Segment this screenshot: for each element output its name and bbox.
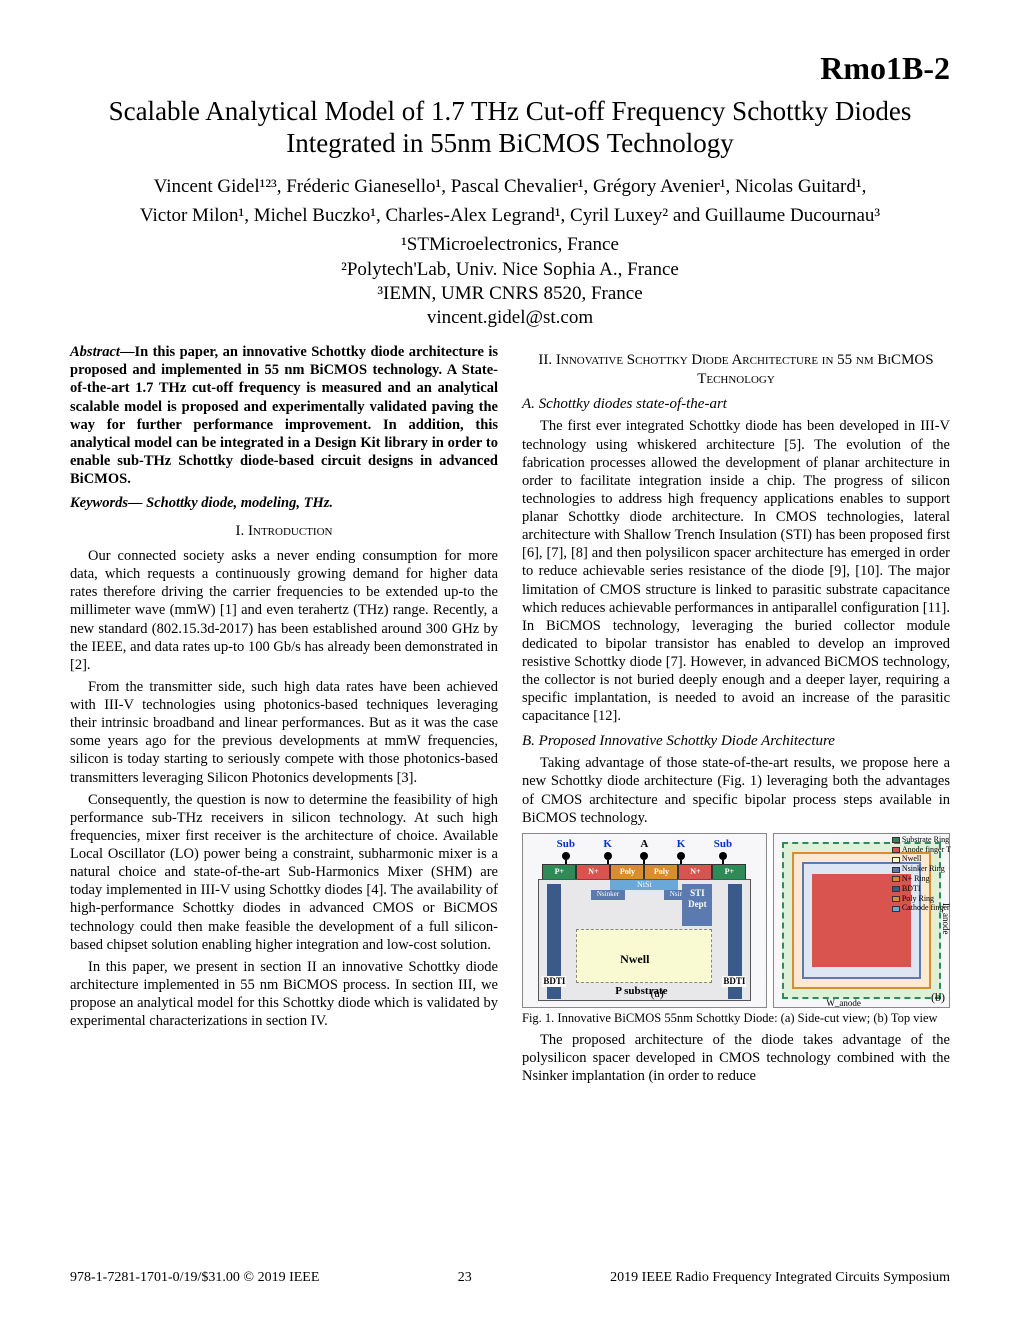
seg-poly-left: Poly [610, 864, 644, 880]
fig-b-legend-item: Substrate Ring [892, 836, 951, 845]
fig-a-top-layers: P+ N+ Poly Poly N+ P+ [542, 864, 746, 880]
abstract-text: —In this paper, an innovative Schottky d… [70, 344, 498, 487]
seg-p-left: P+ [542, 864, 576, 880]
section-2-heading: II. Innovative Schottky Diode Architectu… [522, 351, 950, 389]
contact-email: vincent.gidel@st.com [70, 307, 950, 329]
contact-k: K [603, 838, 612, 850]
seg-p-right: P+ [712, 864, 746, 880]
figure-1-caption: Fig. 1. Innovative BiCMOS 55nm Schottky … [522, 1011, 950, 1025]
sec2a-para-1: The first ever integrated Schottky diode… [522, 417, 950, 725]
abstract-block: Abstract—In this paper, an innovative Sc… [70, 343, 498, 488]
fig-a-bdti-label-l: BDTI [542, 976, 566, 987]
authors-line-2: Victor Milon¹, Michel Buczko¹, Charles-A… [70, 203, 950, 229]
fig-a-sti: STI Dept [682, 884, 712, 926]
affiliation-1: ¹STMicroelectronics, France [70, 233, 950, 258]
contact-sub2: Sub [714, 838, 732, 850]
fig-b-lanode: L_anode [940, 903, 951, 935]
fig-b-legend-item: Nwell [892, 855, 951, 864]
fig-a-nisi: NiSi [610, 880, 678, 890]
page-footer: 978-1-7281-1701-0/19/$31.00 © 2019 IEEE … [70, 1270, 950, 1286]
footer-page-number: 23 [458, 1270, 472, 1286]
contact-a: A [640, 838, 648, 850]
fig-a-nwell-label: Nwell [620, 952, 649, 967]
sec1-para-2: From the transmitter side, such high dat… [70, 678, 498, 787]
fig-b-wanode: W_anode [826, 998, 860, 1009]
fig-b-legend-item: Nsinker Ring [892, 865, 951, 874]
footer-conference: 2019 IEEE Radio Frequency Integrated Cir… [610, 1270, 950, 1286]
sec1-para-4: In this paper, we present in section II … [70, 958, 498, 1031]
fig-b-legend-item: BDTI [892, 885, 951, 894]
sec2b-para-1: Taking advantage of those state-of-the-a… [522, 754, 950, 827]
authors-line-1: Vincent Gidel¹²³, Fréderic Gianesello¹, … [70, 174, 950, 200]
keywords: Keywords— Schottky diode, modeling, THz. [70, 494, 498, 512]
affiliation-3: ³IEMN, UMR CNRS 8520, France [70, 282, 950, 307]
fig-b-tag: (b) [931, 990, 945, 1005]
right-column: II. Innovative Schottky Diode Architectu… [522, 343, 950, 1089]
section-2a-heading: A. Schottky diodes state-of-the-art [522, 395, 950, 414]
seg-n-left: N+ [576, 864, 610, 880]
fig-a-tag: (a) [650, 986, 663, 1001]
fig-a-bdti-label-r: BDTI [722, 976, 746, 987]
sec1-para-3: Consequently, the question is now to det… [70, 791, 498, 954]
figure-1b: Substrate RingAnode finger TNwellNsinker… [773, 833, 950, 1008]
fig-a-nsinker-l: Nsinker [591, 890, 625, 900]
contact-k2: K [677, 838, 686, 850]
paper-title: Scalable Analytical Model of 1.7 THz Cut… [70, 95, 950, 160]
left-column: Abstract—In this paper, an innovative Sc… [70, 343, 498, 1089]
seg-poly-right: Poly [644, 864, 678, 880]
seg-n-right: N+ [678, 864, 712, 880]
abstract-label: Abstract [70, 344, 120, 360]
paper-id: Rmo1B-2 [70, 50, 950, 87]
footer-copyright: 978-1-7281-1701-0/19/$31.00 © 2019 IEEE [70, 1270, 319, 1286]
fig-b-legend-item: Anode finger T [892, 846, 951, 855]
figure-1: Sub K A K Sub P+ N+ Poly Poly N+ P+ [522, 833, 950, 1025]
sec1-para-1: Our connected society asks a never endin… [70, 547, 498, 674]
two-column-body: Abstract—In this paper, an innovative Sc… [70, 343, 950, 1089]
section-1-heading: I. Introduction [70, 522, 498, 541]
section-2b-heading: B. Proposed Innovative Schottky Diode Ar… [522, 732, 950, 751]
sec2b-para-2: The proposed architecture of the diode t… [522, 1031, 950, 1085]
figure-1a: Sub K A K Sub P+ N+ Poly Poly N+ P+ [522, 833, 767, 1008]
fig-b-legend-item: N+ Ring [892, 875, 951, 884]
contact-sub: Sub [557, 838, 575, 850]
affiliation-2: ²Polytech'Lab, Univ. Nice Sophia A., Fra… [70, 258, 950, 283]
